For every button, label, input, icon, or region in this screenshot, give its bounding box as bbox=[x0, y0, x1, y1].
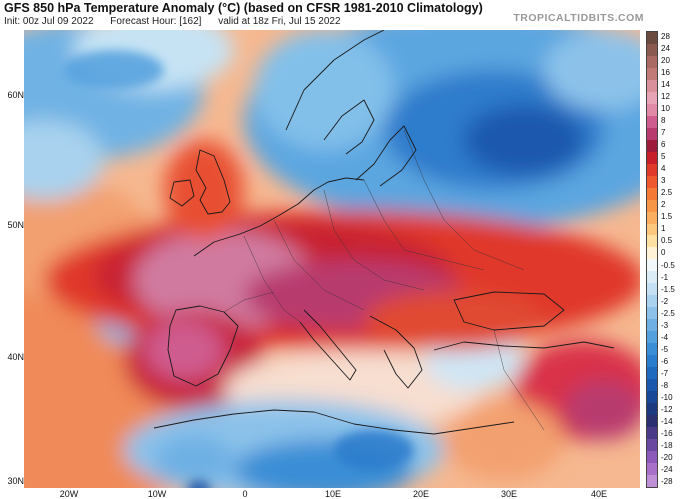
colorbar-label: 10 bbox=[661, 104, 670, 114]
lat-label: 40N bbox=[7, 352, 24, 362]
colorbar-label: 24 bbox=[661, 44, 670, 54]
lat-label: 30N bbox=[7, 476, 24, 486]
lat-label: 60N bbox=[7, 90, 24, 100]
lon-label: 10W bbox=[147, 489, 167, 499]
colorbar-label: -7 bbox=[661, 368, 669, 378]
forecast-hour: Forecast Hour: [162] bbox=[110, 16, 202, 27]
colorbar-label: -10 bbox=[661, 392, 673, 402]
colorbar-label: 2 bbox=[661, 200, 666, 210]
colorbar-label: -20 bbox=[661, 452, 673, 462]
colorbar-label: 7 bbox=[661, 128, 666, 138]
colorbar-cell bbox=[647, 474, 657, 487]
colorbar-label: -4 bbox=[661, 332, 669, 342]
map-header: GFS 850 hPa Temperature Anomaly (°C) (ba… bbox=[0, 0, 680, 30]
colorbar-cell bbox=[647, 115, 657, 128]
colorbar-cell bbox=[647, 331, 657, 344]
colorbar-cell bbox=[647, 403, 657, 415]
colorbar-cell bbox=[647, 247, 657, 260]
colorbar-label: 0.5 bbox=[661, 236, 673, 246]
colorbar-cell bbox=[647, 127, 657, 140]
colorbar-cell bbox=[647, 307, 657, 320]
colorbar-label: -24 bbox=[661, 464, 673, 474]
colorbar-cell bbox=[647, 462, 657, 475]
colorbar-cell bbox=[647, 103, 657, 116]
lon-label: 30E bbox=[500, 489, 517, 499]
colorbar-cell bbox=[647, 355, 657, 368]
colorbar-cell bbox=[647, 319, 657, 332]
lat-label: 50N bbox=[7, 220, 24, 230]
colorbar-cell bbox=[647, 343, 657, 356]
colorbar-label: 14 bbox=[661, 80, 670, 90]
colorbar-label: -5 bbox=[661, 344, 669, 354]
colorbar bbox=[646, 31, 658, 488]
colorbar-label: 16 bbox=[661, 68, 670, 78]
colorbar-cell bbox=[647, 187, 657, 200]
colorbar-label: 6 bbox=[661, 140, 666, 150]
colorbar-cell bbox=[647, 450, 657, 463]
lon-label: 20W bbox=[59, 489, 79, 499]
colorbar-cell bbox=[647, 91, 657, 104]
colorbar-label: 28 bbox=[661, 32, 670, 41]
init-time: Init: 00z Jul 09 2022 bbox=[4, 16, 94, 27]
colorbar-cell bbox=[647, 391, 657, 404]
colorbar-label: -14 bbox=[661, 416, 673, 426]
colorbar-label: 0 bbox=[661, 248, 666, 258]
colorbar-label: 20 bbox=[661, 56, 670, 66]
colorbar-cell bbox=[647, 379, 657, 392]
colorbar-label: -1 bbox=[661, 272, 669, 282]
colorbar-cell bbox=[647, 211, 657, 224]
colorbar-cell bbox=[647, 139, 657, 152]
colorbar-cell bbox=[647, 55, 657, 68]
lon-label: 10E bbox=[324, 489, 341, 499]
colorbar-label: 4 bbox=[661, 164, 666, 174]
valid-time: valid at 18z Fri, Jul 15 2022 bbox=[218, 16, 341, 27]
colorbar-cell bbox=[647, 271, 657, 284]
colorbar-cell bbox=[647, 259, 657, 272]
colorbar-cell bbox=[647, 438, 657, 451]
colorbar-label: 12 bbox=[661, 92, 670, 102]
colorbar-label: 2.5 bbox=[661, 188, 673, 198]
brand-watermark: TROPICALTIDBITS.COM bbox=[513, 12, 644, 24]
colorbar-cell bbox=[647, 415, 657, 427]
map-subtitle: Init: 00z Jul 09 2022 Forecast Hour: [16… bbox=[4, 16, 355, 27]
colorbar-label: -2.5 bbox=[661, 308, 675, 318]
colorbar-cell bbox=[647, 151, 657, 164]
lon-label: 0 bbox=[242, 489, 248, 499]
colorbar-label: 1.5 bbox=[661, 212, 673, 222]
temperature-anomaly-map bbox=[24, 30, 640, 488]
colorbar-cell bbox=[647, 175, 657, 188]
colorbar-label: 5 bbox=[661, 152, 666, 162]
colorbar-label: -6 bbox=[661, 356, 669, 366]
colorbar-cell bbox=[647, 223, 657, 236]
colorbar-cell bbox=[647, 426, 657, 439]
lon-label: 20E bbox=[412, 489, 429, 499]
map-title: GFS 850 hPa Temperature Anomaly (°C) (ba… bbox=[4, 1, 483, 15]
colorbar-label: -12 bbox=[661, 404, 673, 414]
lon-label: 40E bbox=[590, 489, 607, 499]
colorbar-label: -1.5 bbox=[661, 284, 675, 294]
colorbar-label: -8 bbox=[661, 380, 669, 390]
colorbar-label: 1 bbox=[661, 224, 666, 234]
colorbar-label: -16 bbox=[661, 428, 673, 438]
colorbar-cell bbox=[647, 32, 657, 44]
colorbar-cell bbox=[647, 295, 657, 308]
colorbar-label: -18 bbox=[661, 440, 673, 450]
colorbar-label: -28 bbox=[661, 476, 673, 486]
colorbar-label: 3 bbox=[661, 176, 666, 186]
colorbar-cell bbox=[647, 367, 657, 380]
colorbar-cell bbox=[647, 283, 657, 296]
colorbar-label: -3 bbox=[661, 320, 669, 330]
colorbar-cell bbox=[647, 163, 657, 176]
colorbar-cell bbox=[647, 235, 657, 248]
colorbar-label: 8 bbox=[661, 116, 666, 126]
colorbar-cell bbox=[647, 199, 657, 212]
colorbar-cell bbox=[647, 67, 657, 80]
colorbar-cell bbox=[647, 43, 657, 56]
colorbar-label: -0.5 bbox=[661, 260, 675, 270]
colorbar-cell bbox=[647, 79, 657, 92]
colorbar-label: -2 bbox=[661, 296, 669, 306]
